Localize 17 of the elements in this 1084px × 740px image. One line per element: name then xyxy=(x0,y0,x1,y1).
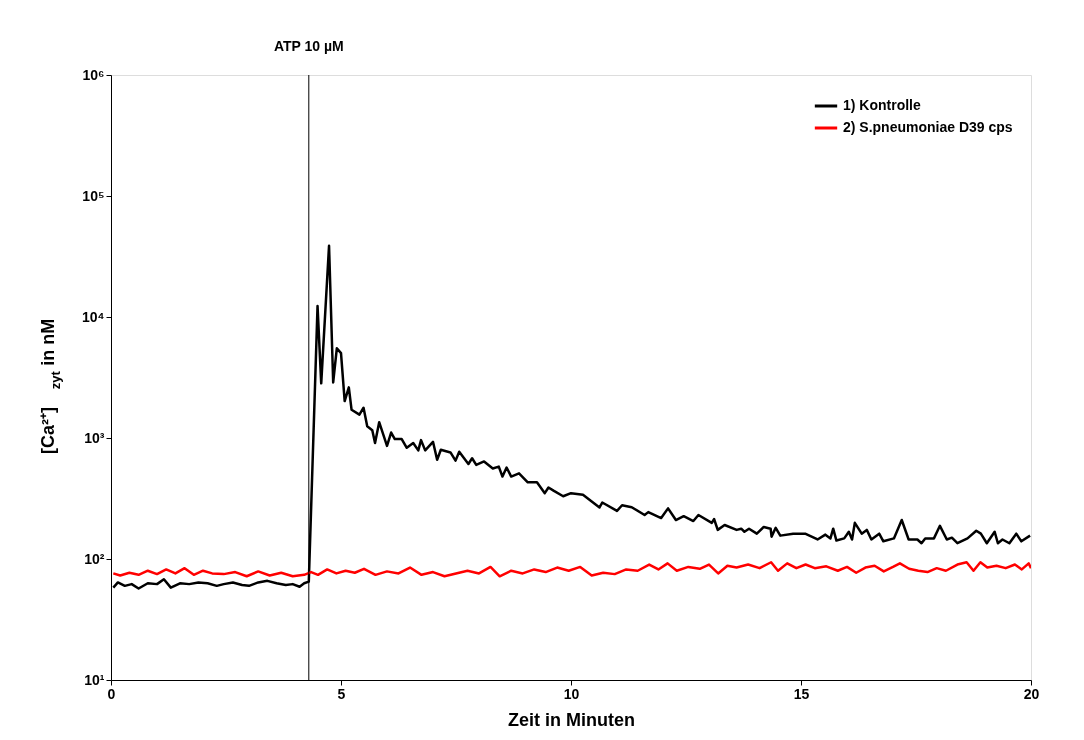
x-tick-label: 0 xyxy=(107,685,116,702)
y-tick-label: 10⁶ xyxy=(82,66,105,83)
y-axis-title: [Ca²⁺]zyt in nM xyxy=(38,318,63,454)
x-tick-label: 10 xyxy=(563,685,580,702)
y-tick-label: 10² xyxy=(84,550,105,567)
y-tick-label: 10⁴ xyxy=(82,308,105,325)
y-tick-label: 10⁵ xyxy=(82,187,105,204)
ref-line-label: ATP 10 µM xyxy=(273,38,344,54)
line-series xyxy=(112,561,1031,578)
x-axis-title: Zeit in Minuten xyxy=(508,709,635,730)
x-tick-label: 20 xyxy=(1023,685,1040,702)
x-tick-label: 5 xyxy=(337,685,346,702)
x-tick-label: 15 xyxy=(793,685,810,702)
y-tick-label: 10³ xyxy=(84,429,105,446)
legend-label: 1) Kontrolle xyxy=(843,97,921,113)
legend-label: 2) S.pneumoniae D39 cps xyxy=(843,119,1013,135)
y-tick-label: 10¹ xyxy=(84,671,105,688)
